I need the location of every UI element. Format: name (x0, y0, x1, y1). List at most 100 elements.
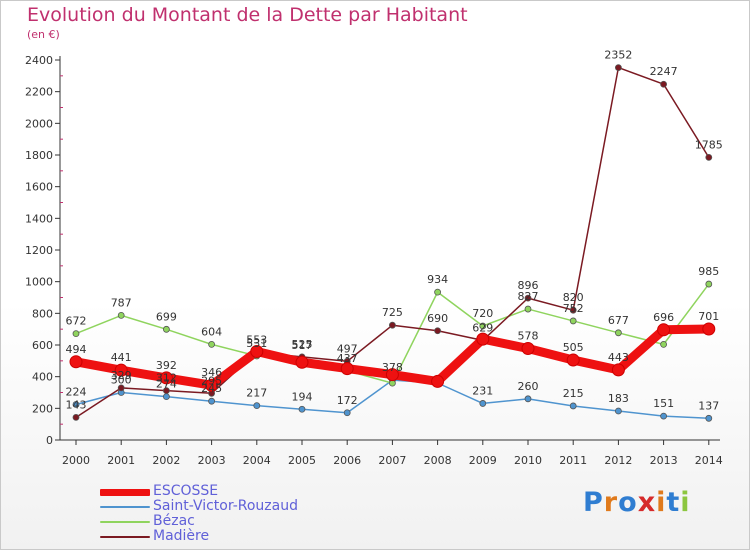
data-point (159, 371, 173, 385)
y-tick-label: 1800 (25, 149, 53, 162)
data-label: 172 (337, 394, 358, 407)
data-label: 260 (518, 380, 539, 393)
data-point (615, 64, 622, 71)
data-point (476, 332, 490, 346)
data-point (434, 288, 442, 296)
legend-label: Saint-Victor-Rouzaud (153, 498, 298, 514)
logo-letter: t (666, 487, 681, 518)
data-point (566, 353, 580, 367)
data-point (615, 407, 622, 415)
y-tick-label: 2000 (25, 117, 53, 130)
data-label: 224 (66, 386, 87, 399)
data-label: 392 (156, 359, 177, 372)
data-point (72, 330, 80, 338)
x-tick-label: 2013 (650, 454, 678, 467)
y-tick-label: 200 (32, 402, 53, 415)
data-point (611, 363, 625, 377)
data-label: 820 (563, 291, 584, 304)
data-label: 578 (518, 329, 539, 342)
y-tick-label: 400 (32, 371, 53, 384)
proxiti-logo: Proxiti (583, 487, 691, 518)
data-label: 827 (518, 290, 539, 303)
data-label: 346 (201, 366, 222, 379)
x-tick-label: 2006 (333, 454, 361, 467)
data-label: 725 (382, 306, 403, 319)
y-tick-label: 2400 (25, 54, 53, 67)
y-tick-label: 800 (32, 307, 53, 320)
logo-letter: r (603, 487, 619, 518)
data-point (162, 387, 170, 395)
y-tick-label: 1400 (25, 212, 53, 225)
data-point (298, 405, 306, 413)
data-point (162, 325, 170, 333)
x-tick-label: 2005 (288, 454, 316, 467)
x-tick-label: 2008 (424, 454, 452, 467)
y-axis-unit: (en €) (27, 28, 60, 41)
data-point (479, 322, 487, 330)
legend-item: Saint-Victor-Rouzaud (100, 499, 360, 514)
data-label: 245 (201, 382, 222, 395)
data-point (657, 323, 671, 337)
data-label: 701 (698, 310, 719, 323)
legend-item: Bézac (100, 514, 360, 529)
data-point (208, 397, 216, 405)
data-label: 696 (653, 311, 674, 324)
data-point (162, 393, 170, 401)
data-point (705, 414, 713, 422)
data-label: 934 (427, 273, 448, 286)
x-tick-label: 2011 (559, 454, 587, 467)
data-point (117, 311, 125, 319)
data-label: 604 (201, 325, 222, 338)
x-tick-label: 2009 (469, 454, 497, 467)
x-tick-label: 2014 (695, 454, 723, 467)
y-tick-label: 2200 (25, 86, 53, 99)
legend-swatch (100, 506, 150, 508)
data-label: 183 (608, 392, 629, 405)
legend-swatch (100, 536, 150, 538)
data-point (114, 363, 128, 377)
logo-letter: i (680, 487, 691, 518)
data-point (521, 341, 535, 355)
x-tick-label: 2012 (604, 454, 632, 467)
data-label: 497 (337, 342, 358, 355)
y-tick-label: 1600 (25, 181, 53, 194)
data-label: 378 (382, 361, 403, 374)
data-label: 720 (472, 307, 493, 320)
legend-item: ESCOSSE (100, 484, 360, 499)
y-tick-label: 1200 (25, 244, 53, 257)
legend-swatch (100, 521, 150, 523)
logo-letter: x (637, 487, 657, 518)
data-label: 985 (698, 265, 719, 278)
legend-label: Bézac (153, 513, 195, 529)
data-label: 443 (608, 351, 629, 364)
data-label: 677 (608, 314, 629, 327)
data-label: 505 (563, 341, 584, 354)
legend-item: Madière (100, 529, 360, 544)
chart-title: Evolution du Montant de la Dette par Hab… (27, 4, 468, 26)
data-point (702, 322, 716, 336)
data-label: 896 (518, 279, 539, 292)
data-label: 629 (472, 321, 493, 334)
data-label: 787 (111, 296, 132, 309)
data-point (253, 402, 261, 410)
legend-label: Madière (153, 528, 210, 544)
data-label: 672 (66, 315, 87, 328)
data-label: 300 (111, 374, 132, 387)
data-point (479, 400, 487, 407)
data-point (117, 384, 125, 392)
data-label: 1785 (695, 138, 723, 151)
x-tick-label: 2002 (152, 454, 180, 467)
logo-letter: i (656, 487, 667, 518)
data-label: 215 (563, 387, 584, 400)
data-label: 531 (246, 337, 267, 350)
data-point (569, 402, 577, 410)
data-point (431, 374, 445, 388)
data-point (250, 344, 264, 358)
data-label: 151 (653, 397, 674, 410)
data-point (660, 412, 667, 420)
data-label: 137 (698, 399, 719, 412)
data-label: 553 (246, 333, 267, 346)
data-label: 231 (472, 384, 493, 397)
data-label: 295 (201, 374, 222, 387)
